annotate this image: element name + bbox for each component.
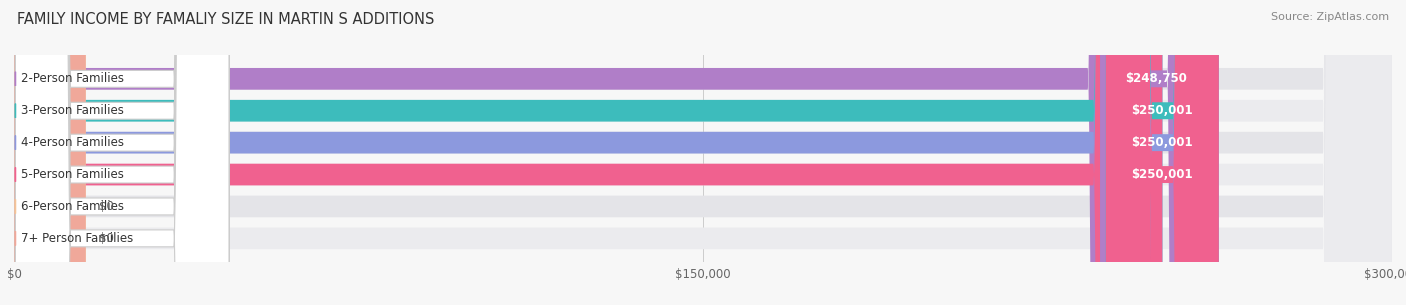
- FancyBboxPatch shape: [15, 0, 229, 305]
- Text: 3-Person Families: 3-Person Families: [21, 104, 124, 117]
- FancyBboxPatch shape: [1105, 0, 1219, 305]
- FancyBboxPatch shape: [14, 0, 1157, 305]
- FancyBboxPatch shape: [1105, 0, 1219, 305]
- FancyBboxPatch shape: [1099, 0, 1213, 305]
- Text: $250,001: $250,001: [1132, 168, 1194, 181]
- Text: $250,001: $250,001: [1132, 104, 1194, 117]
- Text: 7+ Person Families: 7+ Person Families: [21, 232, 134, 245]
- FancyBboxPatch shape: [14, 0, 1392, 305]
- FancyBboxPatch shape: [15, 0, 229, 305]
- FancyBboxPatch shape: [14, 0, 1392, 305]
- Text: Source: ZipAtlas.com: Source: ZipAtlas.com: [1271, 12, 1389, 22]
- FancyBboxPatch shape: [14, 0, 1392, 305]
- Text: $0: $0: [100, 232, 114, 245]
- Text: $248,750: $248,750: [1126, 72, 1188, 85]
- Text: $250,001: $250,001: [1132, 136, 1194, 149]
- Text: FAMILY INCOME BY FAMALIY SIZE IN MARTIN S ADDITIONS: FAMILY INCOME BY FAMALIY SIZE IN MARTIN …: [17, 12, 434, 27]
- FancyBboxPatch shape: [14, 0, 1392, 305]
- FancyBboxPatch shape: [14, 0, 1163, 305]
- FancyBboxPatch shape: [14, 0, 1392, 305]
- FancyBboxPatch shape: [15, 0, 229, 305]
- FancyBboxPatch shape: [15, 0, 229, 305]
- Text: 6-Person Families: 6-Person Families: [21, 200, 124, 213]
- FancyBboxPatch shape: [15, 0, 229, 305]
- Text: $0: $0: [100, 200, 114, 213]
- FancyBboxPatch shape: [14, 0, 1163, 305]
- FancyBboxPatch shape: [14, 0, 86, 305]
- Text: 5-Person Families: 5-Person Families: [21, 168, 124, 181]
- FancyBboxPatch shape: [1105, 0, 1219, 305]
- Text: 4-Person Families: 4-Person Families: [21, 136, 124, 149]
- FancyBboxPatch shape: [15, 0, 229, 305]
- FancyBboxPatch shape: [14, 0, 86, 305]
- FancyBboxPatch shape: [14, 0, 1392, 305]
- Text: 2-Person Families: 2-Person Families: [21, 72, 124, 85]
- FancyBboxPatch shape: [14, 0, 1163, 305]
